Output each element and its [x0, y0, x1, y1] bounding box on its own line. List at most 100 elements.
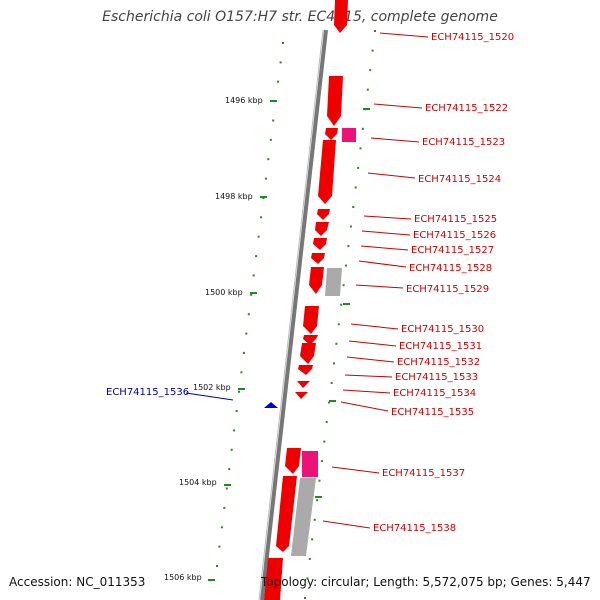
gene-label[interactable]: ECH74115_1520: [431, 32, 514, 43]
gene-label[interactable]: ECH74115_1526: [413, 230, 496, 241]
kbp-label: 1496 kbp: [225, 96, 263, 105]
ring-dot: [361, 127, 364, 130]
gene-1526[interactable]: [315, 222, 329, 236]
ring-dot: [228, 468, 231, 471]
ring-dot: [267, 158, 270, 161]
gene-label[interactable]: ECH74115_1524: [418, 174, 501, 185]
gene-bottom[interactable]: [264, 558, 283, 600]
gene-1537a[interactable]: [285, 448, 301, 474]
leader-line: [363, 215, 412, 220]
ring-dot: [320, 460, 323, 463]
gene-1520[interactable]: [334, 0, 348, 33]
ring-dot: [349, 225, 352, 228]
ring-dot: [245, 332, 248, 335]
ring-dot: [354, 186, 357, 189]
gene-label[interactable]: ECH74115_1527: [411, 245, 494, 256]
kbp-label: 1500 kbp: [205, 288, 243, 297]
gene-1538[interactable]: [291, 478, 316, 556]
leader-line: [361, 230, 411, 236]
ring-dot: [308, 557, 311, 560]
ring-dot: [304, 597, 306, 599]
gene-1528[interactable]: [311, 253, 325, 264]
ring-dot: [316, 499, 319, 502]
gene-label[interactable]: ECH74115_1533: [395, 372, 478, 383]
ring-dot: [325, 421, 328, 423]
ring-dot: [255, 255, 258, 258]
ring-dot: [328, 401, 331, 404]
ring-dot: [260, 216, 262, 219]
gene-label[interactable]: ECH74115_1532: [397, 357, 480, 368]
ring-dot: [220, 526, 223, 529]
leader-line: [348, 340, 397, 347]
outer-dotted-ring: [304, 30, 376, 599]
kbp-labels: 1496 kbp 1498 kbp 1500 kbp 1502 kbp 1504…: [164, 96, 263, 582]
ring-dot: [252, 274, 255, 277]
gene-label-left[interactable]: ECH74115_1536: [106, 387, 189, 398]
gene-label[interactable]: ECH74115_1525: [414, 214, 497, 225]
inner-dotted-ring: [216, 42, 284, 567]
leader-line: [358, 260, 407, 268]
gene-1538a[interactable]: [276, 476, 297, 552]
kbp-label: 1504 kbp: [179, 478, 217, 487]
ring-dot: [269, 138, 272, 141]
gene-1534[interactable]: [297, 381, 310, 388]
gene-1529-gray[interactable]: [325, 268, 342, 296]
ring-dot: [369, 69, 372, 72]
ring-dot: [272, 119, 275, 122]
ring-dot: [216, 565, 218, 567]
ring-dot: [240, 371, 243, 374]
ring-dot: [279, 61, 282, 64]
ring-dot: [323, 440, 326, 443]
gene-label[interactable]: ECH74115_1537: [382, 468, 465, 479]
ring-dot: [366, 88, 369, 91]
gene-1537[interactable]: [302, 451, 318, 477]
gene-1523[interactable]: [342, 128, 356, 142]
gene-1535[interactable]: [295, 392, 308, 399]
leader-line: [373, 103, 423, 109]
gene-label[interactable]: ECH74115_1522: [425, 103, 508, 114]
leader-line: [340, 401, 389, 412]
gene-1525[interactable]: [317, 209, 330, 220]
forward-genes: [264, 0, 356, 600]
gene-1527[interactable]: [313, 238, 327, 250]
leader-line: [331, 466, 380, 474]
backbone-highlight: [258, 29, 324, 600]
leader-line: [367, 172, 416, 179]
kbp-label: 1506 kbp: [164, 573, 202, 582]
gene-1533[interactable]: [298, 365, 313, 375]
ring-dot: [233, 429, 236, 432]
ring-dot: [357, 166, 360, 169]
leader-line: [360, 245, 409, 251]
gene-label[interactable]: ECH74115_1531: [399, 341, 482, 352]
gene-1523a[interactable]: [325, 128, 338, 140]
gene-label[interactable]: ECH74115_1538: [373, 523, 456, 534]
ring-dot: [223, 506, 226, 509]
leader-line-blue: [185, 392, 234, 401]
leader-line: [370, 137, 420, 143]
gene-1522[interactable]: [327, 76, 343, 126]
gene-1531[interactable]: [303, 335, 318, 345]
gene-label[interactable]: ECH74115_1535: [391, 407, 474, 418]
ring-dot: [238, 390, 240, 393]
leader-line: [322, 520, 371, 529]
gene-1530[interactable]: [303, 306, 319, 334]
ring-dot: [318, 479, 321, 482]
genome-title: Escherichia coli O157:H7 str. EC4115, co…: [102, 9, 498, 25]
ring-dot: [374, 30, 376, 32]
gene-label[interactable]: ECH74115_1530: [401, 324, 484, 335]
ring-dot: [359, 147, 362, 150]
ring-dot: [371, 49, 374, 52]
kbp-label: 1502 kbp: [193, 383, 231, 392]
gene-label[interactable]: ECH74115_1528: [409, 263, 492, 274]
ring-dot: [345, 264, 347, 267]
gene-label[interactable]: ECH74115_1523: [422, 137, 505, 148]
gene-1529[interactable]: [309, 267, 324, 294]
gene-label[interactable]: ECH74115_1529: [406, 284, 489, 295]
ring-dot: [282, 42, 284, 44]
gene-1532[interactable]: [300, 343, 316, 364]
gene-1536[interactable]: [264, 402, 278, 408]
gene-label[interactable]: ECH74115_1534: [393, 388, 476, 399]
backbone-line: [260, 29, 328, 600]
ring-dot: [311, 538, 314, 541]
gene-1524[interactable]: [318, 140, 336, 204]
